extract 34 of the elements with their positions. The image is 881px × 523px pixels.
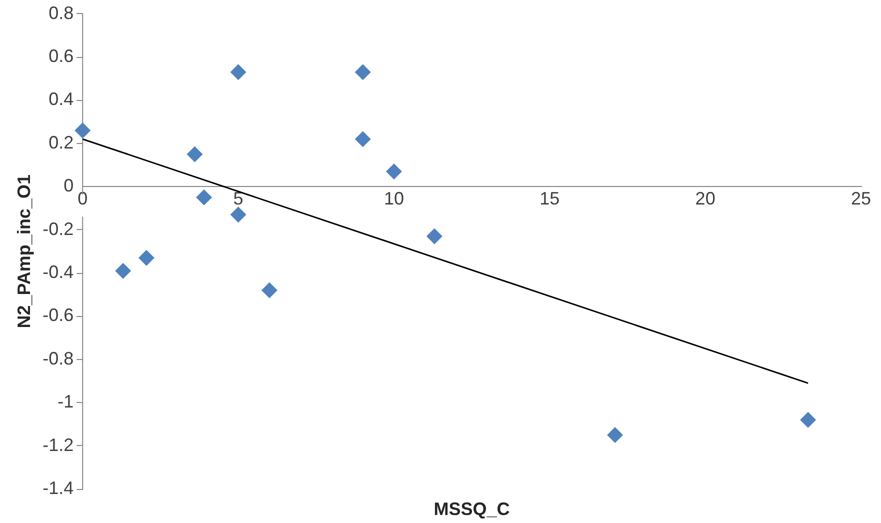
y-tick-label: 0.4 — [48, 89, 74, 110]
x-tick-label: 10 — [384, 188, 404, 208]
point — [74, 122, 91, 138]
point — [354, 64, 371, 80]
y-tick-label: 0.8 — [48, 2, 74, 23]
y-tick-label: -0.6 — [42, 305, 74, 326]
y-tick-label: 0.6 — [48, 46, 74, 66]
y-tick-label: -0.4 — [42, 262, 74, 282]
y-tick-label: -1.2 — [42, 434, 74, 455]
y-tick-label: 0.2 — [48, 132, 74, 152]
x-tick-label: 20 — [695, 188, 716, 208]
point — [138, 250, 154, 266]
point — [186, 146, 203, 162]
point — [230, 206, 246, 223]
y-tick-label: -0.2 — [42, 218, 74, 239]
x-tick-label: 5 — [233, 188, 244, 208]
x-axis-title: MSSQ_C — [434, 498, 510, 519]
y-axis-title: N2_PAmp_inc_O1 — [14, 174, 34, 328]
point — [230, 64, 246, 80]
x-tick-label: 25 — [850, 188, 872, 208]
point — [261, 282, 278, 298]
x-tick-label: 15 — [540, 188, 560, 208]
point — [115, 262, 132, 279]
point — [607, 427, 624, 443]
y-tick-label: -1 — [58, 392, 74, 412]
x-tick-label: 0 — [78, 188, 88, 208]
y-tick-label: 0 — [64, 176, 74, 196]
point — [386, 163, 402, 180]
point — [196, 189, 212, 206]
point — [426, 228, 442, 244]
point — [800, 412, 816, 428]
y-tick-label: -0.8 — [42, 348, 74, 368]
y-tick-label: -1.4 — [42, 478, 74, 498]
point — [354, 131, 371, 148]
